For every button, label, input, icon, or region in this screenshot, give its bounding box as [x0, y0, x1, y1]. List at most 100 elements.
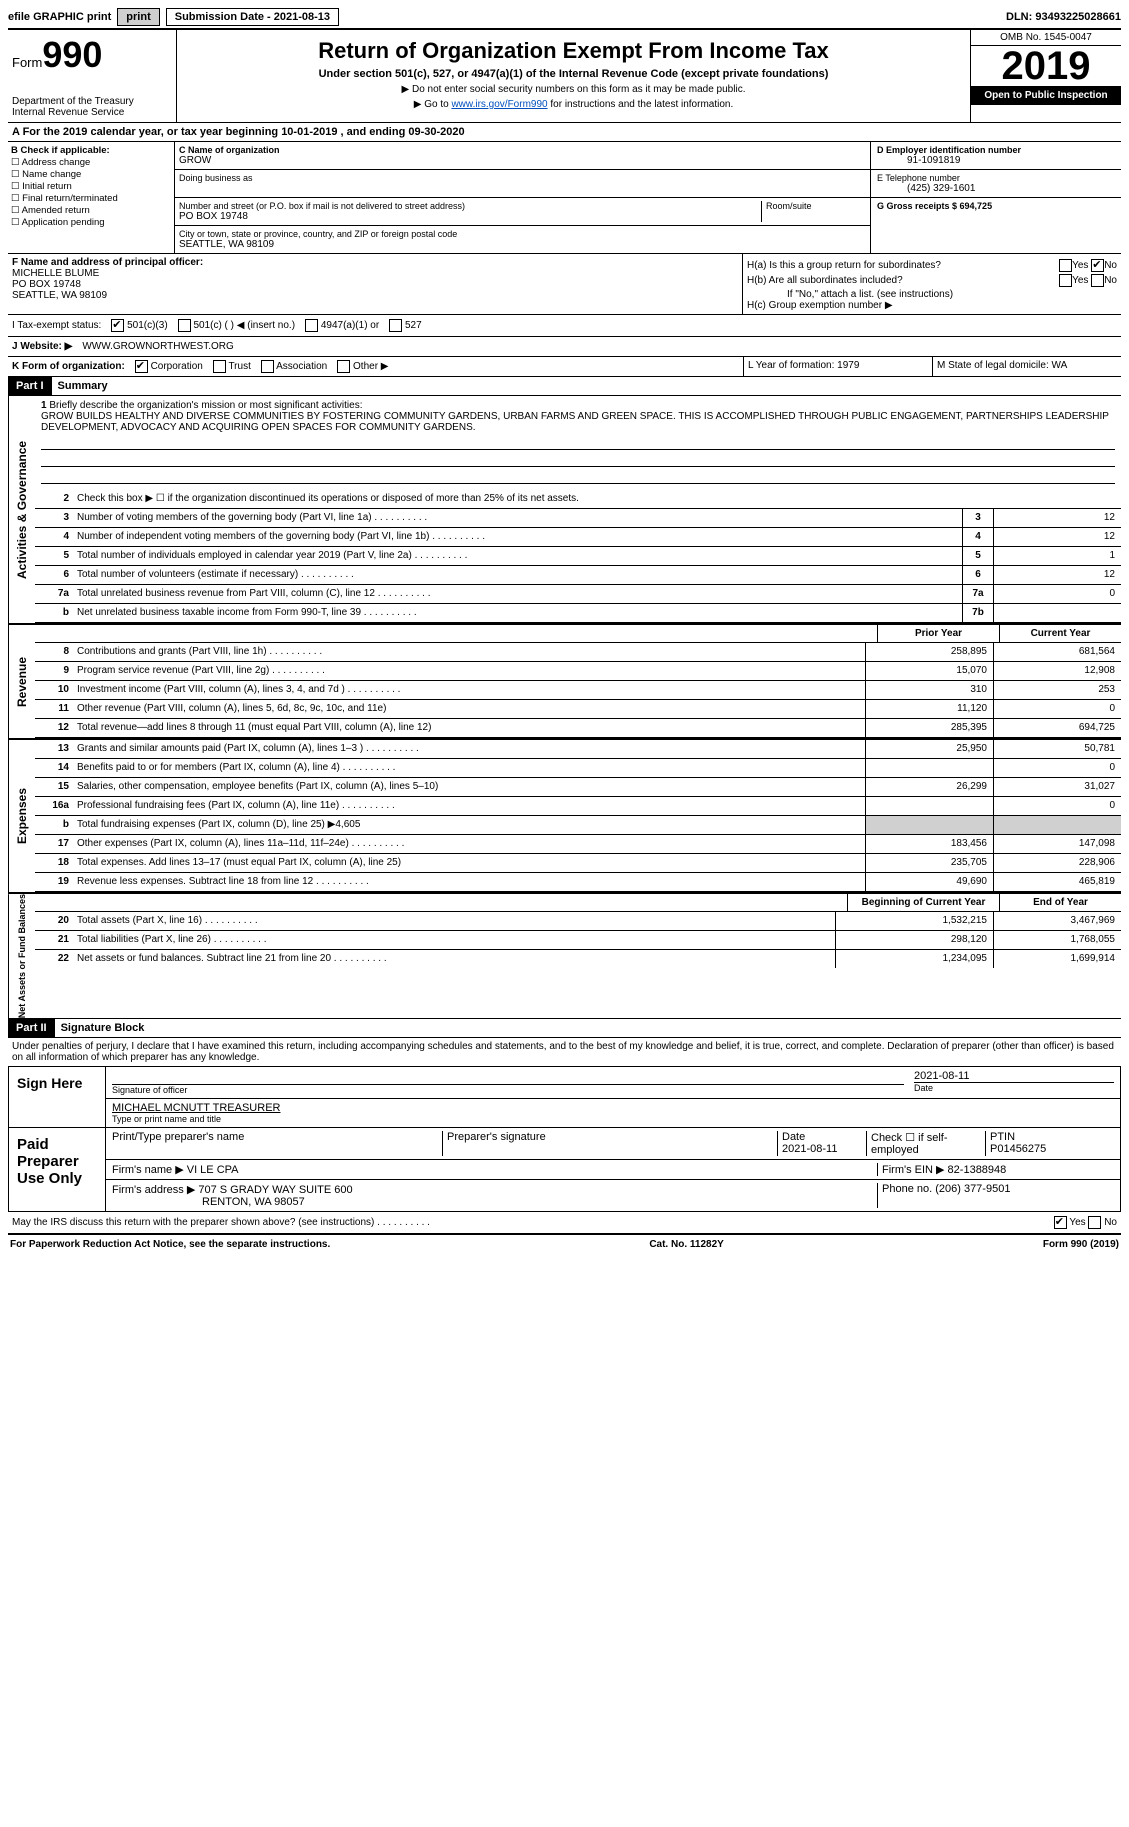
- form-number: Form990: [12, 34, 172, 76]
- l22: Net assets or fund balances. Subtract li…: [73, 950, 835, 968]
- col-curr: Current Year: [999, 625, 1121, 642]
- room-label: Room/suite: [766, 201, 866, 211]
- may-yes[interactable]: [1054, 1216, 1067, 1229]
- v3: 12: [993, 509, 1121, 527]
- q1: Briefly describe the organization's miss…: [49, 400, 362, 411]
- C-name-label: C Name of organization: [179, 145, 866, 155]
- top-bar: efile GRAPHIC print print Submission Dat…: [8, 8, 1121, 30]
- Ha-yes[interactable]: [1059, 259, 1072, 272]
- sign-date: 2021-08-11: [914, 1070, 1114, 1082]
- prep-date-label: Date: [782, 1131, 805, 1143]
- l20: Total assets (Part X, line 16): [73, 912, 835, 930]
- form-title: Return of Organization Exempt From Incom…: [181, 38, 966, 64]
- D-label: D Employer identification number: [877, 145, 1115, 155]
- l8: Contributions and grants (Part VIII, lin…: [73, 643, 865, 661]
- section-bcdeg: B Check if applicable: ☐ Address change …: [8, 142, 1121, 254]
- prep-date: 2021-08-11: [782, 1143, 837, 1155]
- chk-501c[interactable]: [178, 319, 191, 332]
- open-inspection: Open to Public Inspection: [971, 86, 1121, 105]
- chk-app[interactable]: ☐ Application pending: [11, 217, 171, 228]
- I-label: I Tax-exempt status:: [12, 320, 101, 331]
- l9: Program service revenue (Part VIII, line…: [73, 662, 865, 680]
- date-label: Date: [914, 1083, 1114, 1093]
- vert-rev: Revenue: [8, 625, 35, 738]
- Hb-no[interactable]: [1091, 274, 1104, 287]
- chk-init[interactable]: ☐ Initial return: [11, 181, 171, 192]
- v7b: [993, 604, 1121, 622]
- L-year: L Year of formation: 1979: [744, 357, 933, 376]
- prep-name-label: Print/Type preparer's name: [112, 1131, 443, 1156]
- note-ssn: ▶ Do not enter social security numbers o…: [181, 84, 966, 95]
- officer-addr1: PO BOX 19748: [12, 279, 81, 290]
- q2: Check this box ▶ ☐ if the organization d…: [73, 490, 1121, 508]
- print-button[interactable]: print: [117, 8, 159, 26]
- chk-name[interactable]: ☐ Name change: [11, 169, 171, 180]
- addr-label: Number and street (or P.O. box if mail i…: [179, 201, 761, 211]
- l16b: Total fundraising expenses (Part IX, col…: [73, 816, 865, 834]
- v7a: 0: [993, 585, 1121, 603]
- may-discuss: May the IRS discuss this return with the…: [12, 1217, 1054, 1228]
- dba-label: Doing business as: [179, 173, 866, 183]
- chk-corp[interactable]: [135, 360, 148, 373]
- Hb-note: If "No," attach a list. (see instruction…: [747, 289, 1117, 300]
- chk-other[interactable]: [337, 360, 350, 373]
- firm-name: Firm's name ▶ VI LE CPA: [112, 1163, 878, 1176]
- l12: Total revenue—add lines 8 through 11 (mu…: [73, 719, 865, 737]
- efile-label: efile GRAPHIC print: [8, 11, 111, 23]
- E-label: E Telephone number: [877, 173, 1115, 183]
- chk-trust[interactable]: [213, 360, 226, 373]
- chk-527[interactable]: [389, 319, 402, 332]
- chk-4947[interactable]: [305, 319, 318, 332]
- form-subtitle: Under section 501(c), 527, or 4947(a)(1)…: [181, 68, 966, 80]
- ein: 91-1091819: [877, 155, 1115, 166]
- block-exp: Expenses 13Grants and similar amounts pa…: [8, 740, 1121, 894]
- block-bal: Net Assets or Fund Balances Beginning of…: [8, 894, 1121, 1019]
- l16a: Professional fundraising fees (Part IX, …: [73, 797, 865, 815]
- signer-name: MICHAEL MCNUTT TREASURER: [112, 1102, 1114, 1114]
- chk-amend[interactable]: ☐ Amended return: [11, 205, 171, 216]
- org-city: SEATTLE, WA 98109: [179, 239, 866, 250]
- l13: Grants and similar amounts paid (Part IX…: [73, 740, 865, 758]
- sign-here-label: Sign Here: [9, 1067, 106, 1127]
- q7b: Net unrelated business taxable income fr…: [73, 604, 962, 622]
- row-J: J Website: ▶ WWW.GROWNORTHWEST.ORG: [8, 337, 1121, 357]
- vert-gov: Activities & Governance: [8, 396, 35, 623]
- org-addr: PO BOX 19748: [179, 211, 761, 222]
- Hb: H(b) Are all subordinates included?: [747, 275, 903, 286]
- officer-addr2: SEATTLE, WA 98109: [12, 290, 107, 301]
- tax-year: 2019: [971, 46, 1121, 86]
- website: WWW.GROWNORTHWEST.ORG: [82, 341, 233, 352]
- irs-link[interactable]: www.irs.gov/Form990: [451, 99, 547, 110]
- J-label: J Website: ▶: [12, 341, 72, 352]
- chk-assoc[interactable]: [261, 360, 274, 373]
- mission-text: GROW BUILDS HEALTHY AND DIVERSE COMMUNIT…: [41, 411, 1109, 433]
- phone: (425) 329-1601: [877, 183, 1115, 194]
- form-no: Form 990 (2019): [1043, 1239, 1119, 1250]
- firm-addr: Firm's address ▶ 707 S GRADY WAY SUITE 6…: [112, 1183, 877, 1196]
- prep-selfemp: Check ☐ if self-employed: [867, 1131, 986, 1156]
- block-gov: Activities & Governance 1 Briefly descri…: [8, 396, 1121, 625]
- M-state: M State of legal domicile: WA: [933, 357, 1121, 376]
- dept-irs: Internal Revenue Service: [12, 107, 172, 118]
- ptin: P01456275: [990, 1143, 1046, 1155]
- firm-phone: Phone no. (206) 377-9501: [878, 1183, 1114, 1208]
- q4: Number of independent voting members of …: [73, 528, 962, 546]
- prep-sig-label: Preparer's signature: [443, 1131, 778, 1156]
- q6: Total number of volunteers (estimate if …: [73, 566, 962, 584]
- q7a: Total unrelated business revenue from Pa…: [73, 585, 962, 603]
- col-boy: Beginning of Current Year: [847, 894, 999, 911]
- l18: Total expenses. Add lines 13–17 (must eq…: [73, 854, 865, 872]
- sig-label: Signature of officer: [112, 1085, 904, 1095]
- may-no[interactable]: [1088, 1216, 1101, 1229]
- part1-header: Part I Summary: [8, 377, 1121, 396]
- chk-final[interactable]: ☐ Final return/terminated: [11, 193, 171, 204]
- Hb-yes[interactable]: [1059, 274, 1072, 287]
- q3: Number of voting members of the governin…: [73, 509, 962, 527]
- chk-501c3[interactable]: [111, 319, 124, 332]
- chk-addr[interactable]: ☐ Address change: [11, 157, 171, 168]
- firm-addr2: RENTON, WA 98057: [112, 1196, 877, 1208]
- row-FH: F Name and address of principal officer:…: [8, 254, 1121, 315]
- paperwork: For Paperwork Reduction Act Notice, see …: [10, 1239, 330, 1250]
- row-I: I Tax-exempt status: 501(c)(3) 501(c) ( …: [8, 315, 1121, 337]
- Ha-no[interactable]: [1091, 259, 1104, 272]
